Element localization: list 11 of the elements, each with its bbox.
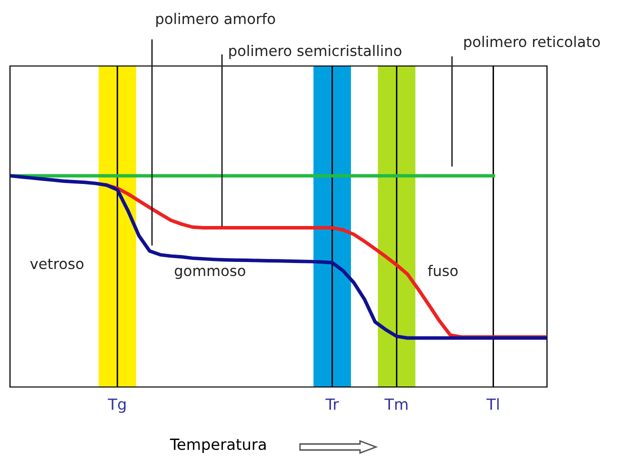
text: polimero reticolato [464,36,600,50]
annotation: vetroso [30,258,84,270]
text: polimero semicristallino [229,44,402,59]
x-tick-label: Tm [384,398,408,410]
x-tick-label: Tr [325,398,339,410]
text: polimero amorfo [156,12,276,27]
x-tick-label: Tl [486,398,499,410]
x-tick-label: Tg [108,398,126,413]
x-axis-title: Temperatura [170,438,266,453]
annotation: fuso [428,264,458,276]
annotation: gommoso [174,268,246,279]
